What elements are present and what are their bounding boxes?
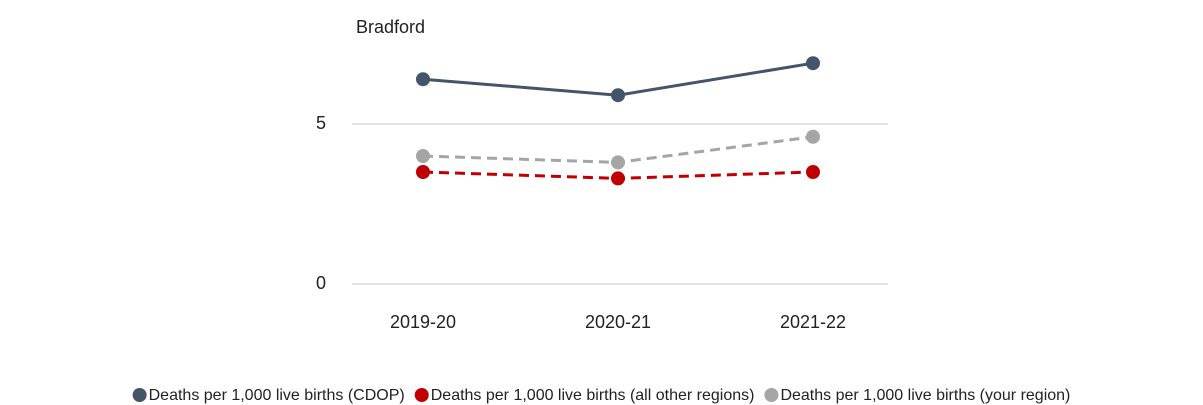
legend-marker: [414, 388, 429, 402]
data-point: [416, 72, 430, 87]
y-tick-label: 0: [316, 273, 326, 293]
data-point: [416, 149, 430, 163]
legend-label: Deaths per 1,000 live births (your regio…: [780, 387, 1070, 404]
data-point: [806, 165, 820, 179]
x-tick-label: 2019-20: [390, 312, 456, 332]
legend-marker: [764, 388, 779, 402]
chart-title: Bradford: [356, 17, 425, 37]
data-point: [416, 165, 430, 179]
data-point: [806, 56, 820, 71]
legend-label: Deaths per 1,000 live births (CDOP): [149, 387, 405, 404]
legend-label: Deaths per 1,000 live births (all other …: [431, 387, 755, 404]
data-point: [611, 171, 625, 186]
x-tick-label: 2020-21: [585, 312, 651, 332]
data-point: [611, 155, 625, 170]
x-tick-label: 2021-22: [780, 312, 846, 332]
data-point: [806, 129, 820, 144]
legend-marker: [132, 388, 147, 402]
y-tick-label: 5: [316, 113, 326, 133]
data-point: [611, 88, 625, 103]
legend: Deaths per 1,000 live births (CDOP) Death…: [132, 387, 1070, 404]
